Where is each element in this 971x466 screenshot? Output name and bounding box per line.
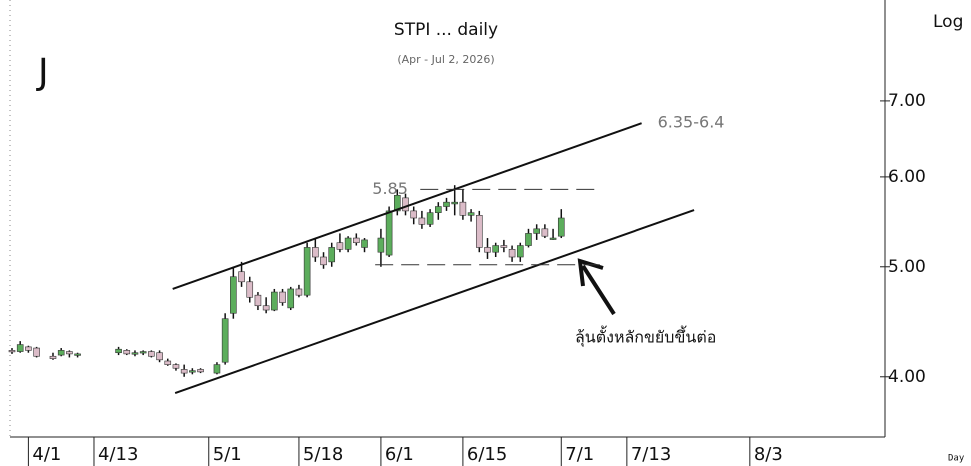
x-tick-label: 5/1: [213, 444, 242, 465]
candle-body: [451, 201, 458, 205]
arrow: [577, 258, 616, 316]
x-tick-label: 4/13: [98, 444, 138, 465]
scale-label: Log: [933, 12, 963, 32]
candle-body: [25, 346, 32, 351]
candle-body: [385, 210, 393, 256]
x-tick-label: 4/1: [32, 444, 61, 465]
candle-body: [435, 206, 442, 213]
candle-body: [377, 237, 385, 253]
candle-body: [8, 350, 16, 353]
y-tick-label: 5.00: [888, 257, 926, 277]
candle-body: [418, 217, 426, 225]
candle-body: [156, 352, 163, 361]
candle-body: [287, 288, 295, 309]
level-label: 5.85: [372, 179, 408, 198]
candle-body: [443, 201, 450, 207]
candle-body: [213, 364, 221, 374]
candle-body: [57, 350, 65, 356]
x-tick-label: 7/13: [631, 444, 671, 465]
candle-body: [312, 247, 319, 258]
candle-body: [238, 271, 245, 283]
candle-body: [230, 276, 237, 314]
x-tick-label: 7/1: [565, 444, 594, 465]
trend-line: [172, 122, 642, 290]
candle-body: [500, 245, 508, 248]
candle-body: [123, 350, 131, 355]
candle-body: [484, 247, 491, 253]
candle-body: [361, 239, 368, 248]
candle-body: [508, 249, 516, 258]
candle-body: [197, 369, 204, 373]
candle-body: [410, 210, 418, 219]
candle-body: [549, 237, 557, 240]
candle-body: [394, 195, 401, 212]
chart-subtitle: (Apr - Jul 2, 2026): [397, 53, 494, 66]
candle-body: [148, 351, 155, 357]
trend-line: [174, 209, 695, 395]
candle-body: [295, 288, 303, 296]
y-tick-label: 7.00: [888, 91, 926, 111]
candle-body: [271, 291, 278, 311]
annotation: ลุ้นตั้งหลักขยับขึ้นต่อ: [575, 326, 716, 348]
candle-body: [402, 197, 409, 212]
candle-body: [16, 344, 24, 352]
x-tick-label: 6/15: [467, 444, 507, 465]
arrow-head: [577, 258, 604, 287]
candle-body: [189, 370, 196, 373]
candle-body: [115, 348, 122, 354]
candle-body: [303, 247, 311, 296]
candle-body: [139, 351, 147, 354]
symbol: J: [36, 52, 49, 93]
candle-body: [353, 237, 360, 244]
candle-body: [492, 245, 499, 253]
candle-body: [459, 201, 467, 216]
candle-body: [131, 352, 139, 355]
y-tick-label: 4.00: [888, 367, 926, 387]
trend-label: 6.35-6.4: [658, 113, 725, 132]
candle-body: [426, 212, 434, 225]
x-tick-label: 8/3: [754, 444, 783, 465]
candle-body: [49, 355, 57, 359]
candle-body: [344, 237, 352, 250]
candle-body: [320, 256, 327, 266]
candle-body: [246, 281, 254, 298]
candle-body: [180, 369, 188, 374]
x-tick-label: 5/18: [303, 444, 343, 465]
candle-body: [467, 212, 475, 216]
candle-body: [279, 291, 286, 303]
candle-body: [254, 294, 262, 307]
candle-body: [164, 360, 172, 365]
x-tick-label: 6/1: [385, 444, 414, 465]
candle-body: [262, 305, 270, 311]
chart-title: STPI ... daily: [394, 20, 498, 40]
y-tick-label: 6.00: [888, 167, 926, 187]
candle-body: [525, 233, 532, 246]
candle-body: [475, 215, 483, 248]
candle-body: [74, 353, 81, 356]
candle-body: [541, 228, 549, 237]
candle-body: [172, 364, 180, 369]
candle-body: [557, 217, 565, 237]
candle-body: [336, 242, 344, 250]
candle-body: [516, 245, 524, 258]
candle-body: [328, 247, 336, 263]
candle-body: [533, 228, 540, 234]
candle-body: [221, 318, 229, 363]
period-label: Day: [948, 454, 965, 464]
candle-body: [66, 351, 73, 355]
candle-body: [33, 347, 40, 357]
arrow-shaft: [581, 264, 616, 316]
